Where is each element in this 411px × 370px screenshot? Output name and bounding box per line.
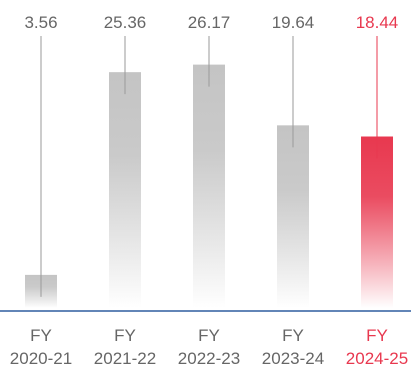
value-label-4: 18.44	[356, 13, 399, 32]
value-label-1: 25.36	[104, 13, 147, 32]
category-label-2-line-1: 2022-23	[178, 349, 240, 368]
category-label-0-line-1: 2020-21	[10, 349, 72, 368]
category-label-4-line-0: FY	[366, 326, 388, 345]
category-label-3-line-0: FY	[282, 326, 304, 345]
category-label-1-line-0: FY	[114, 326, 136, 345]
bars-layer	[25, 64, 393, 309]
category-label-4-line-1: 2024-25	[346, 349, 408, 368]
category-label-2-line-0: FY	[198, 326, 220, 345]
category-label-3-line-1: 2023-24	[262, 349, 324, 368]
value-label-2: 26.17	[188, 13, 231, 32]
bar-3	[277, 125, 309, 309]
bar-1	[109, 72, 141, 308]
category-label-0-line-0: FY	[30, 326, 52, 345]
value-labels-layer: 3.56 25.36 26.17 19.64 18.44	[24, 13, 398, 32]
value-label-0: 3.56	[24, 13, 57, 32]
category-labels-layer: FY 2020-21 FY 2021-22 FY 2022-23 FY 2023-24 FY 20…	[10, 326, 408, 368]
category-label-1-line-1: 2021-22	[94, 349, 156, 368]
value-label-3: 19.64	[272, 13, 315, 32]
leader-lines-layer	[40, 36, 378, 297]
bar-4	[361, 136, 393, 308]
bar-2	[193, 64, 225, 308]
